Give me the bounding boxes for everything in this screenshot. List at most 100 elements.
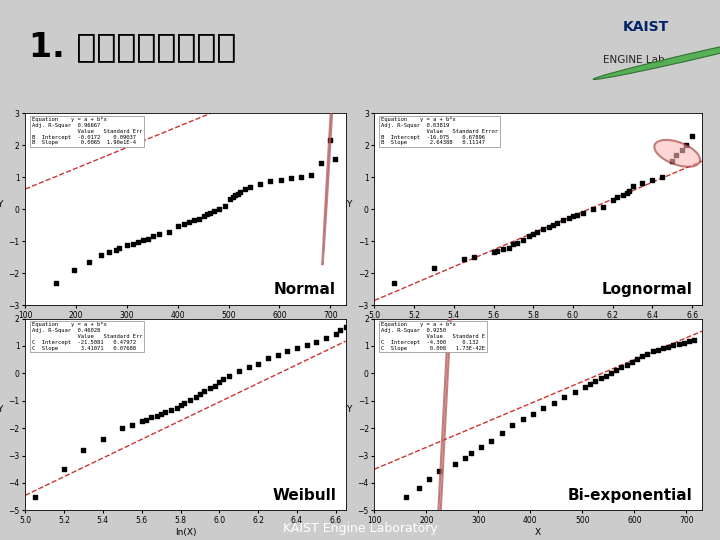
Point	[508, 240, 519, 249]
Point	[465, 448, 477, 457]
Point	[567, 212, 579, 221]
Point	[194, 214, 205, 223]
Point	[585, 380, 596, 388]
Point	[184, 396, 196, 404]
Point	[512, 239, 523, 247]
Point	[198, 387, 210, 395]
Point	[97, 435, 109, 443]
Point	[104, 248, 115, 256]
Point	[334, 325, 346, 334]
Point	[253, 360, 264, 368]
Point	[673, 340, 685, 348]
Point	[165, 406, 176, 415]
Point	[569, 388, 580, 396]
Point	[486, 437, 498, 445]
Point	[140, 416, 151, 424]
Point	[433, 466, 445, 475]
Point	[636, 179, 648, 187]
Point	[623, 186, 634, 195]
Point	[214, 378, 225, 387]
Point	[413, 484, 424, 492]
Point	[428, 264, 440, 273]
Point	[159, 407, 171, 416]
Point	[400, 492, 411, 501]
Point	[172, 221, 184, 230]
Point	[577, 209, 589, 218]
Point	[179, 399, 190, 407]
Point	[496, 429, 508, 437]
Point	[29, 492, 40, 501]
Point	[230, 191, 241, 199]
Point	[423, 475, 435, 483]
Point	[285, 174, 297, 183]
Text: Equation    y = a + b*x
Adj. R-Squar  0.03819
              Value   Standard Err: Equation y = a + b*x Adj. R-Squar 0.0381…	[381, 117, 498, 145]
Text: 1. 대칭표본누적분포: 1. 대칭표본누적분포	[29, 30, 236, 63]
Point	[506, 421, 518, 429]
Point	[194, 389, 206, 398]
Point	[232, 190, 243, 198]
X-axis label: ln(X): ln(X)	[175, 528, 196, 537]
Point	[468, 253, 480, 261]
Point	[58, 465, 70, 474]
Point	[325, 136, 336, 144]
Point	[517, 415, 528, 424]
Point	[580, 382, 591, 391]
Point	[528, 230, 539, 239]
Point	[183, 218, 194, 227]
Point	[626, 182, 638, 191]
Point	[611, 193, 622, 201]
Point	[153, 230, 165, 239]
Ellipse shape	[654, 140, 700, 167]
Point	[171, 403, 182, 412]
Text: Lognormal: Lognormal	[601, 282, 692, 298]
Point	[597, 202, 608, 211]
Point	[282, 347, 293, 355]
Point	[686, 131, 698, 140]
X-axis label: X: X	[535, 528, 541, 537]
Point	[547, 220, 559, 229]
Point	[487, 248, 499, 256]
Point	[163, 227, 174, 236]
Point	[559, 393, 570, 402]
Point	[311, 338, 323, 346]
Ellipse shape	[415, 0, 469, 540]
Point	[571, 211, 582, 219]
Point	[631, 355, 643, 363]
Point	[531, 228, 543, 237]
Point	[544, 222, 555, 231]
Point	[83, 258, 94, 266]
Point	[78, 446, 89, 454]
Point	[647, 176, 658, 185]
Y-axis label: Y: Y	[0, 406, 3, 415]
Point	[110, 246, 122, 254]
Point	[227, 192, 238, 201]
Point	[235, 188, 246, 197]
Point	[68, 266, 79, 274]
Point	[606, 368, 617, 377]
Ellipse shape	[323, 32, 336, 265]
Point	[678, 339, 690, 347]
X-axis label: X: X	[182, 322, 189, 332]
X-axis label: ln(X): ln(X)	[528, 322, 549, 332]
Point	[523, 232, 535, 241]
Point	[190, 393, 202, 402]
Point	[204, 384, 215, 393]
Point	[504, 243, 516, 252]
Point	[389, 279, 400, 287]
Point	[262, 354, 274, 363]
Point	[320, 334, 332, 343]
Point	[616, 363, 627, 372]
Point	[647, 347, 658, 355]
Point	[243, 363, 254, 372]
Point	[617, 191, 629, 199]
Point	[272, 350, 284, 359]
Point	[151, 411, 163, 420]
Point	[683, 337, 695, 346]
Point	[244, 183, 256, 191]
Point	[178, 220, 189, 228]
Point	[117, 424, 128, 433]
Point	[688, 336, 700, 345]
Point	[121, 241, 132, 249]
Point	[552, 218, 563, 227]
Point	[636, 352, 648, 361]
